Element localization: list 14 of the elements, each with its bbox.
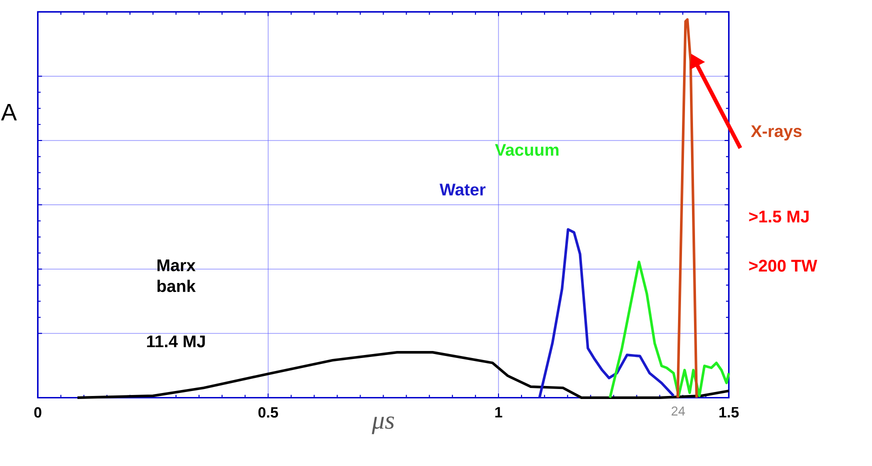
annotation: 11.4 MJ (147, 335, 205, 348)
x-tick-label: 1 (495, 407, 502, 418)
x-axis-title: μs (372, 416, 394, 434)
text: Vacuum (495, 144, 558, 156)
text: >1.5 MJ (749, 210, 809, 222)
text: >200 TW (749, 260, 818, 272)
text: Marx bank (157, 259, 196, 292)
text: Water (440, 184, 486, 196)
text: 24 (672, 406, 685, 416)
x-tick-label: 0.5 (258, 407, 278, 418)
x-tick-label: 1.5 (719, 407, 739, 418)
x-tick-label: 0 (34, 407, 42, 418)
text: X-rays (750, 125, 802, 140)
text: A (1, 104, 17, 120)
